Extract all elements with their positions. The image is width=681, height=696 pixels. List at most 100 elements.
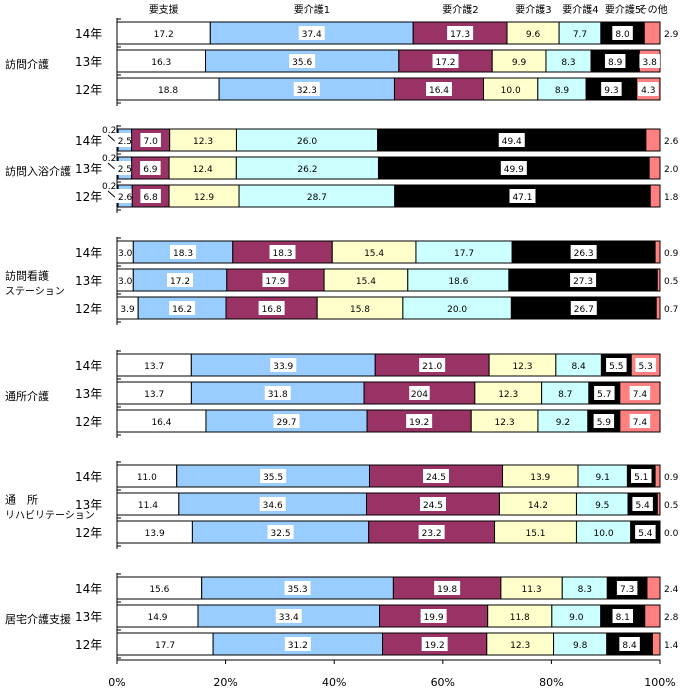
data-label-background (612, 609, 634, 623)
data-label: 13.9 (530, 473, 550, 483)
data-label: 3.0 (118, 277, 133, 287)
data-label: 7.0 (144, 137, 159, 147)
data-label-background (631, 469, 652, 483)
data-label: 24.5 (426, 473, 446, 483)
data-label: 32.3 (297, 86, 317, 96)
data-label: 16.4 (151, 418, 171, 428)
data-label-background (570, 273, 597, 287)
data-label-background (140, 161, 161, 175)
data-label-background (447, 26, 474, 40)
data-label-background (425, 82, 452, 96)
data-label: 35.5 (263, 473, 283, 483)
data-label: 16.3 (151, 58, 171, 68)
data-label: 18.3 (272, 249, 292, 259)
data-label-background (284, 637, 311, 651)
data-label: 0.9 (664, 473, 679, 483)
data-label: 0.5 (664, 277, 678, 287)
data-label: 13.9 (145, 529, 165, 539)
legend-label: 要介護4 (562, 3, 598, 16)
data-label-background (406, 414, 433, 428)
data-label: 17.7 (155, 641, 175, 651)
data-label-background (606, 358, 627, 372)
legend-label: 要支援 (149, 3, 179, 16)
group-label: 訪問入浴介護 (5, 164, 71, 178)
data-label: 4.3 (641, 86, 655, 96)
data-label: 12.3 (498, 390, 518, 400)
data-label: 9.0 (569, 613, 584, 623)
data-label: 17.2 (154, 30, 174, 40)
data-label: 8.4 (571, 362, 586, 372)
data-label-background (293, 82, 320, 96)
x-tick-label: 100% (644, 676, 675, 689)
group-label: ステーション (5, 287, 65, 298)
group-label: リハビリテーション (5, 510, 95, 522)
year-label: 12年 (75, 526, 102, 540)
bar-segment-その他 (654, 464, 661, 488)
data-label: 9.8 (573, 641, 588, 651)
data-label-background (601, 82, 622, 96)
group-label: 訪問介護 (5, 57, 49, 71)
data-label: 16.8 (262, 305, 282, 315)
legend-label: 要介護1 (294, 3, 330, 16)
year-label: 12年 (75, 190, 102, 204)
data-label-background (570, 301, 597, 315)
data-label-background (420, 609, 447, 623)
data-label: 35.3 (288, 585, 308, 595)
data-label: 2.5 (118, 137, 132, 147)
data-label: 23.2 (422, 529, 442, 539)
data-label: 18.8 (158, 86, 178, 96)
data-label: 12.3 (512, 362, 532, 372)
data-label: 15.1 (525, 529, 545, 539)
data-label: 2.0 (664, 165, 679, 175)
data-label-background (629, 414, 651, 428)
data-label: 19.8 (437, 585, 457, 595)
data-label-background (114, 189, 136, 203)
data-label: 28.7 (307, 193, 327, 203)
data-label: 10.0 (501, 86, 521, 96)
data-label: 2.6 (118, 193, 133, 203)
data-label: 8.3 (578, 585, 592, 595)
data-label: 9.2 (556, 418, 570, 428)
data-label: 6.8 (143, 193, 158, 203)
data-label-background (114, 161, 136, 175)
data-label: 8.3 (561, 58, 575, 68)
bar-segment-その他 (649, 184, 661, 208)
year-label: 12年 (75, 638, 102, 652)
data-label: 8.9 (608, 58, 623, 68)
group-label: 訪問看護 (5, 269, 49, 283)
data-label-background (259, 497, 286, 511)
data-label-background (639, 54, 660, 68)
x-tick-label: 0% (108, 676, 125, 689)
year-label: 13年 (75, 55, 102, 69)
data-label: 18.6 (448, 277, 468, 287)
data-label: 1.4 (664, 641, 679, 651)
legend-label: 要介護5 (605, 3, 641, 16)
data-label: 35.6 (292, 58, 312, 68)
data-label: 26.2 (297, 165, 317, 175)
group-label: 通 所 (5, 494, 38, 507)
data-label: 24.5 (423, 501, 443, 511)
data-label: 49.4 (502, 137, 522, 147)
data-label-background (273, 414, 300, 428)
data-label: 20.0 (447, 305, 467, 315)
data-label: 31.2 (288, 641, 308, 651)
data-label: 9.1 (596, 473, 610, 483)
data-label: 9.9 (512, 58, 527, 68)
data-label-background (593, 414, 615, 428)
data-label: 7.3 (620, 585, 634, 595)
data-label-background (509, 189, 536, 203)
data-label: 7.7 (573, 30, 587, 40)
data-label: 0.5 (664, 501, 678, 511)
data-label-background (409, 386, 430, 400)
data-label-background (432, 54, 459, 68)
data-label-background (498, 133, 525, 147)
data-label: 7.4 (633, 390, 648, 400)
data-label: 5.1 (634, 473, 648, 483)
data-label: 10.0 (594, 529, 614, 539)
data-label-background (632, 497, 653, 511)
data-label: 7.4 (633, 418, 648, 428)
data-label: 27.3 (573, 277, 593, 287)
data-label-background (169, 301, 196, 315)
data-label: 12.3 (193, 137, 213, 147)
x-tick-label: 40% (322, 676, 346, 689)
